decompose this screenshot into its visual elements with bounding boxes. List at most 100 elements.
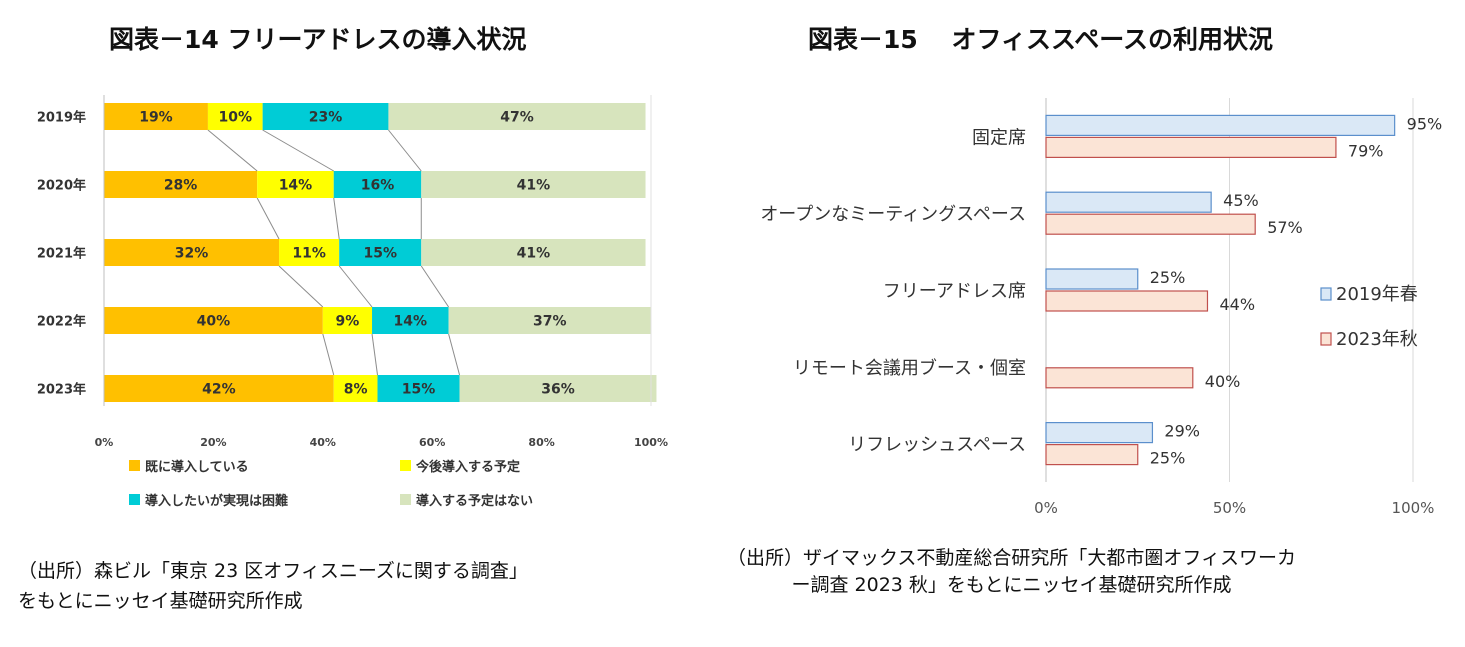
series-connector-line bbox=[278, 265, 324, 308]
data-label: 79% bbox=[1348, 141, 1384, 160]
bar-segment-2-row-5 bbox=[333, 375, 378, 402]
series-connector-line bbox=[322, 333, 335, 376]
series-connector-line bbox=[256, 197, 280, 240]
bar-segment-3-row-1 bbox=[262, 103, 389, 130]
category-label: オープンなミーティングスペース bbox=[760, 204, 1026, 225]
data-label: 14% bbox=[394, 314, 428, 330]
data-label: 29% bbox=[1164, 422, 1200, 441]
data-label: 11% bbox=[292, 246, 326, 262]
x-tick-label: 20% bbox=[200, 436, 226, 449]
bar-2-category-1 bbox=[1045, 136, 1337, 158]
bar-segment-3-row-4 bbox=[372, 307, 449, 334]
legend-label: 既に導入している bbox=[145, 459, 249, 475]
data-label: 15% bbox=[363, 246, 397, 262]
series-connector-line bbox=[333, 197, 340, 240]
bar-segment-4-row-3 bbox=[421, 239, 646, 266]
bar-segment-3-row-5 bbox=[377, 375, 460, 402]
x-tick-label: 40% bbox=[310, 436, 336, 449]
series-connector-line bbox=[262, 129, 334, 172]
series-connector-line bbox=[388, 129, 422, 172]
x-tick-label: 100% bbox=[634, 436, 668, 449]
data-label: 95% bbox=[1407, 114, 1443, 133]
data-label: 23% bbox=[309, 110, 343, 126]
series-connector-line bbox=[338, 265, 373, 308]
data-label: 14% bbox=[279, 178, 313, 194]
bar-segment-4-row-4 bbox=[448, 307, 651, 334]
bar-segment-2-row-1 bbox=[207, 103, 263, 130]
bar-2-category-4 bbox=[1045, 367, 1194, 389]
category-label: フリーアドレス席 bbox=[883, 281, 1026, 302]
bar-segment-4-row-1 bbox=[388, 103, 646, 130]
legend-swatch bbox=[1320, 332, 1332, 346]
bar-segment-4-row-2 bbox=[421, 171, 646, 198]
bar-2-category-5 bbox=[1045, 444, 1139, 466]
bar-segment-3-row-3 bbox=[339, 239, 422, 266]
legend-label: 2019年春 bbox=[1336, 284, 1418, 305]
legend-label: 導入する予定はない bbox=[416, 493, 533, 509]
figure15-source: （出所）ザイマックス不動産総合研究所「大都市圏オフィスワーカ ー調査 2023 … bbox=[727, 545, 1296, 599]
data-label: 36% bbox=[541, 382, 575, 398]
bar-2-category-2 bbox=[1045, 213, 1256, 235]
x-tick-label: 60% bbox=[419, 436, 445, 449]
data-label: 57% bbox=[1267, 218, 1303, 237]
figure15-source-line1: （出所）ザイマックス不動産総合研究所「大都市圏オフィスワーカ bbox=[727, 547, 1297, 569]
category-label: 2019年 bbox=[37, 110, 86, 126]
x-tick-label: 0% bbox=[95, 436, 114, 449]
category-label: 2023年 bbox=[37, 382, 86, 398]
data-label: 25% bbox=[1150, 268, 1186, 287]
bar-segment-2-row-3 bbox=[279, 239, 340, 266]
bar-segment-1-row-5 bbox=[104, 375, 334, 402]
data-label: 45% bbox=[1223, 191, 1259, 210]
figure14-title: 図表－14 フリーアドレスの導入状況 bbox=[109, 25, 527, 54]
series-connector-line bbox=[420, 265, 450, 308]
legend-swatch bbox=[400, 460, 411, 471]
bar-2-category-3 bbox=[1045, 290, 1209, 312]
data-label: 10% bbox=[219, 110, 253, 126]
figure14-source-line1: （出所）森ビル「東京 23 区オフィスニーズに関する調査」 bbox=[18, 560, 528, 582]
bar-1-category-5 bbox=[1045, 422, 1154, 444]
figure14-source: （出所）森ビル「東京 23 区オフィスニーズに関する調査」 をもとにニッセイ基礎… bbox=[18, 556, 528, 616]
data-label: 32% bbox=[175, 246, 209, 262]
bar-segment-4-row-5 bbox=[459, 375, 657, 402]
bar-1-category-3 bbox=[1045, 268, 1139, 290]
legend-swatch bbox=[129, 494, 140, 505]
data-label: 44% bbox=[1219, 295, 1255, 314]
data-label: 9% bbox=[336, 314, 360, 330]
series-connector-line bbox=[448, 333, 461, 376]
data-label: 28% bbox=[164, 178, 198, 194]
data-label: 40% bbox=[197, 314, 231, 330]
figure14-source-line2: をもとにニッセイ基礎研究所作成 bbox=[18, 590, 303, 612]
legend-swatch bbox=[400, 494, 411, 505]
legend-label: 2023年秋 bbox=[1336, 329, 1418, 350]
data-label: 41% bbox=[517, 178, 551, 194]
figure15-source-line2: ー調査 2023 秋」をもとにニッセイ基礎研究所作成 bbox=[791, 574, 1232, 596]
x-tick-label: 80% bbox=[528, 436, 554, 449]
category-label: 2022年 bbox=[37, 314, 86, 330]
figure15-title: 図表－15 オフィススペースの利用状況 bbox=[808, 25, 1273, 54]
legend-label: 導入したいが実現は困難 bbox=[145, 493, 288, 509]
category-label: 2021年 bbox=[37, 246, 86, 262]
data-label: 37% bbox=[533, 314, 567, 330]
data-label: 40% bbox=[1205, 372, 1241, 391]
bar-segment-1-row-1 bbox=[104, 103, 208, 130]
bar-chart-office-space-usage: 0% 50% 100% 固定席 95% 79% オープンなミーティングスペース 45% 57% フ… bbox=[760, 98, 1443, 517]
data-label: 25% bbox=[1150, 449, 1186, 468]
bar-1-category-1 bbox=[1045, 114, 1396, 137]
x-tick-label: 50% bbox=[1213, 499, 1246, 517]
category-label: 固定席 bbox=[972, 127, 1026, 148]
data-label: 41% bbox=[517, 246, 551, 262]
legend-swatch bbox=[1320, 287, 1332, 301]
category-label: リモート会議用ブース・個室 bbox=[793, 357, 1026, 379]
category-label: リフレッシュスペース bbox=[848, 435, 1026, 456]
data-label: 19% bbox=[139, 110, 173, 126]
stacked-bar-chart-free-address: 19% 10% 23% 47% 2019年 28% 14% 16% 41% 2020年 32% 11%… bbox=[37, 95, 668, 509]
data-label: 42% bbox=[202, 382, 236, 398]
category-label: 2020年 bbox=[37, 178, 86, 194]
bar-segment-2-row-4 bbox=[322, 307, 373, 334]
bar-segment-1-row-3 bbox=[104, 239, 280, 266]
bar-segment-3-row-2 bbox=[333, 171, 422, 198]
x-tick-label: 0% bbox=[1034, 499, 1058, 517]
legend-swatch bbox=[129, 460, 140, 471]
bar-segment-1-row-2 bbox=[104, 171, 258, 198]
data-label: 47% bbox=[500, 110, 534, 126]
